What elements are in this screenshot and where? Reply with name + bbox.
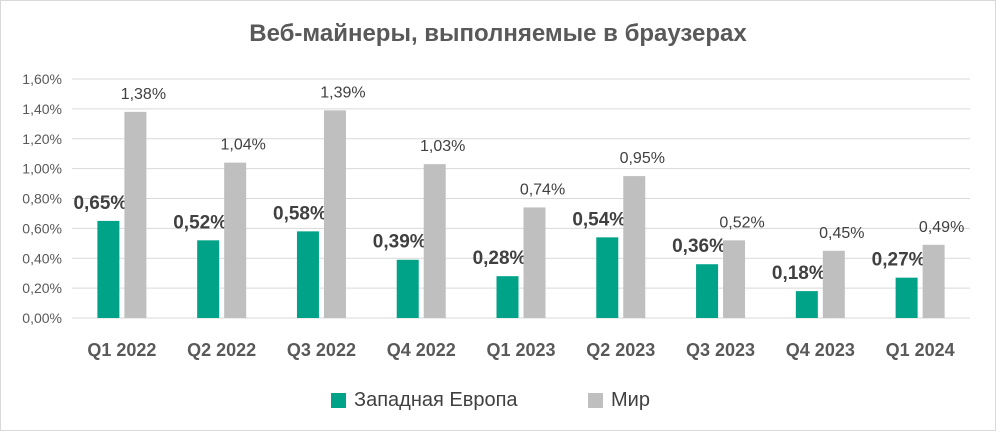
bar-europe	[296, 231, 319, 318]
bar-europe	[396, 259, 419, 318]
y-tick-label: 1,60%	[22, 71, 62, 87]
bar-europe	[197, 240, 220, 318]
bar-europe	[496, 276, 519, 318]
x-tick-label: Q2 2023	[586, 340, 655, 360]
data-label-europe: 0,65%	[73, 193, 127, 214]
y-tick-label: 1,00%	[22, 161, 62, 177]
y-tick-label: 0,60%	[22, 220, 62, 236]
data-label-world: 1,04%	[220, 137, 265, 154]
data-label-europe: 0,58%	[273, 203, 327, 224]
x-tick-label: Q4 2023	[786, 340, 855, 360]
bar-world	[623, 176, 646, 318]
bar-world	[423, 164, 446, 318]
data-label-world: 0,45%	[819, 225, 864, 242]
legend-item-world: Мир	[588, 386, 650, 414]
x-tick-label: Q1 2022	[87, 340, 156, 360]
legend-label-europe: Западная Европа	[354, 388, 518, 411]
bar-world	[323, 110, 346, 319]
x-tick-label: Q1 2023	[486, 340, 555, 360]
legend-swatch-europe	[331, 392, 346, 408]
y-tick-label: 0,40%	[22, 250, 62, 266]
x-tick-label: Q1 2024	[886, 340, 955, 360]
legend-label-world: Мир	[611, 388, 650, 411]
data-label-world: 0,52%	[719, 214, 764, 231]
legend-swatch-world	[588, 392, 603, 408]
bar-europe	[696, 264, 719, 318]
data-label-europe: 0,54%	[572, 209, 626, 230]
bar-world	[224, 162, 247, 318]
data-label-europe: 0,39%	[373, 232, 427, 253]
x-tick-label: Q3 2023	[686, 340, 755, 360]
data-label-europe: 0,36%	[672, 236, 726, 257]
y-tick-label: 0,80%	[22, 191, 62, 207]
x-tick-label: Q4 2022	[387, 340, 456, 360]
data-label-europe: 0,27%	[872, 250, 926, 271]
data-label-world: 0,95%	[620, 150, 665, 167]
y-tick-label: 1,20%	[22, 131, 62, 147]
legend-item-europe: Западная Европа	[331, 386, 518, 414]
y-tick-label: 1,40%	[22, 101, 62, 117]
legend: Западная Европа Мир	[0, 386, 996, 414]
data-label-world: 1,39%	[320, 84, 365, 101]
bar-world	[523, 207, 546, 318]
bar-world	[124, 111, 147, 318]
bar-europe	[596, 237, 619, 318]
data-label-world: 0,74%	[520, 181, 565, 198]
bar-europe	[795, 291, 818, 318]
y-tick-label: 0,20%	[22, 280, 62, 296]
chart-title: Веб-майнеры, выполняемые в браузерах	[249, 20, 747, 47]
x-tick-label: Q2 2022	[187, 340, 256, 360]
y-tick-label: 0,00%	[22, 310, 62, 326]
data-label-europe: 0,28%	[473, 248, 527, 269]
bar-europe	[97, 220, 120, 318]
bar-world	[723, 240, 746, 318]
x-tick-label: Q3 2022	[287, 340, 356, 360]
bar-world	[822, 250, 845, 318]
data-label-europe: 0,52%	[173, 212, 227, 233]
data-label-world: 0,49%	[919, 219, 964, 236]
bar-world	[922, 244, 945, 318]
data-label-europe: 0,18%	[772, 263, 826, 284]
data-label-world: 1,38%	[121, 86, 166, 103]
bar-europe	[895, 277, 918, 318]
data-label-world: 1,03%	[420, 138, 465, 155]
